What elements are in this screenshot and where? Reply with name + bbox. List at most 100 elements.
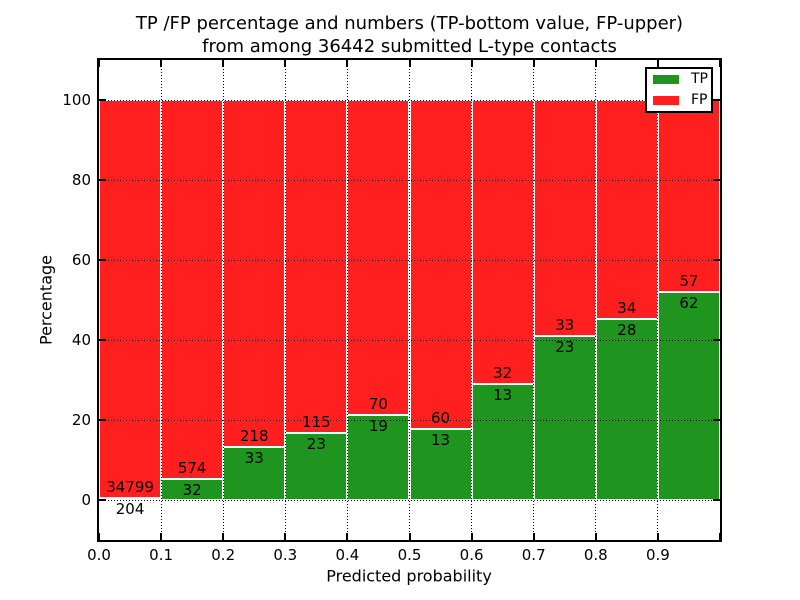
gridline-horizontal [99,499,720,501]
bar-tp-segment [657,291,720,500]
tp-count-label: 204 [115,499,145,518]
fp-count-label: 32 [493,364,513,383]
tp-legend-swatch [653,74,679,84]
y-tick-mark [713,339,720,341]
gridline-horizontal [99,419,720,421]
gridline-vertical [346,60,348,540]
bar-fp-segment [223,100,286,448]
gridline-horizontal [99,339,720,341]
y-tick-label: 0 [81,491,91,509]
y-tick-mark [713,259,720,261]
fp-legend-label: FP [691,92,708,108]
fp-legend-swatch [653,95,679,105]
x-tick-label: 0.8 [583,546,608,564]
gridline-vertical [471,60,473,540]
y-tick-mark [713,419,720,421]
x-tick-label: 0.9 [645,546,670,564]
plot-area: 34799 204 574 32 218 33 115 23 70 19 60 13 32 13 33 23 3… [98,60,721,540]
gridline-horizontal [99,259,720,261]
x-tick-mark [222,533,225,540]
fp-count-label: 574 [177,458,207,477]
fp-count-label: 218 [239,427,269,446]
gridline-vertical [595,60,597,540]
x-tick-mark [160,60,163,67]
gridline-vertical [409,60,410,540]
x-tick-label: 0.5 [397,546,422,564]
bar-tp-segment [471,384,534,500]
y-tick-label: 60 [71,251,91,269]
legend-item-fp: FP [653,92,708,108]
fp-count-label: 57 [679,271,699,290]
x-tick-mark [346,533,349,540]
legend: TP FP [645,67,713,113]
fp-count-label: 33 [555,315,575,334]
y-tick-mark [99,259,106,261]
fp-count-label: 34799 [106,477,154,496]
bar-fp-segment [595,100,658,320]
y-tick-mark [99,179,106,181]
y-tick-mark [99,99,106,101]
fp-count-label: 70 [368,394,388,413]
y-tick-mark [713,499,720,501]
x-tick-mark [532,533,535,540]
chart-title-line2: from among 36442 submitted L-type contac… [202,36,617,57]
x-tick-mark [98,533,100,540]
y-tick-label: 100 [62,91,91,109]
y-tick-mark [99,419,106,421]
gridline-horizontal [99,99,720,101]
bar-tp-segment [285,433,348,500]
y-tick-mark [99,499,106,501]
x-tick-mark [656,60,659,67]
x-tick-label: 0.0 [87,546,111,564]
x-tick-mark [160,533,163,540]
y-tick-mark [713,99,720,101]
bar-fp-segment [657,100,720,292]
x-tick-label: 0.3 [273,546,298,564]
x-tick-mark [594,60,597,67]
bar-tp-segment [409,428,472,500]
bar-tp-segment [533,335,596,500]
tp-count-label: 62 [679,293,699,312]
tp-legend-label: TP [691,71,708,87]
bar-tp-segment [99,497,162,500]
y-tick-label: 80 [71,171,91,189]
x-tick-mark [470,60,473,67]
gridline-vertical [222,60,224,540]
gridline-vertical [657,60,659,540]
fp-count-label: 115 [302,413,331,432]
bar-fp-segment [99,100,162,498]
tp-count-label: 13 [493,386,513,405]
x-tick-mark [719,533,721,540]
tp-count-label: 23 [555,337,575,356]
x-tick-mark [408,533,411,540]
x-tick-mark [532,60,535,67]
x-tick-mark [594,533,597,540]
gridline-vertical [284,60,286,540]
tp-count-label: 23 [306,435,326,454]
x-tick-label: 0.4 [335,546,360,564]
y-tick-mark [713,179,720,181]
bar-fp-segment [533,100,596,336]
x-tick-mark [470,533,473,540]
tp-count-label: 19 [368,416,388,435]
bar-fp-segment [161,100,224,479]
tp-count-label: 33 [244,449,264,468]
tp-count-label: 28 [617,321,637,340]
x-tick-mark [284,60,287,67]
bar-fp-segment [347,100,410,415]
fp-count-label: 60 [431,408,451,427]
gridline-horizontal [99,179,720,181]
bar-fp-segment [285,100,348,434]
y-tick-label: 40 [71,331,91,349]
y-tick-mark [99,339,106,341]
bar-tp-segment [161,478,224,500]
x-tick-label: 0.6 [459,546,484,564]
gridline-vertical [160,60,162,540]
x-tick-mark [346,60,349,67]
bar-fp-segment [471,100,534,385]
chart-title: TP /FP percentage and numbers (TP-bottom… [99,12,720,58]
x-axis-label: Predicted probability [326,566,492,586]
bar-tp-segment [223,447,286,500]
tp-count-label: 13 [431,430,451,449]
x-tick-mark [284,533,287,540]
